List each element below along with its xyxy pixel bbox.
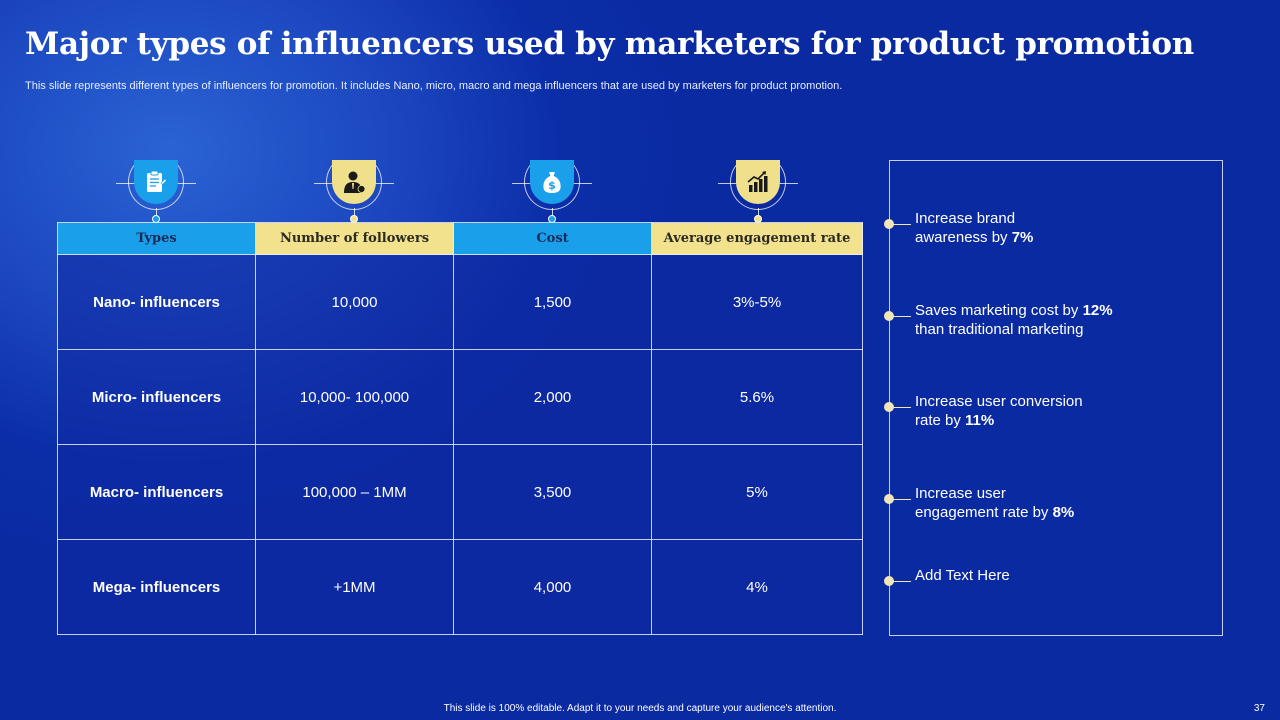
- engagement-icon-badge: [718, 154, 798, 226]
- cell-type: Micro- influencers: [57, 349, 256, 445]
- table-row: Mega- influencers +1MM 4,000 4%: [57, 539, 863, 635]
- cell-type: Macro- influencers: [57, 444, 256, 540]
- cell-type: Nano- influencers: [57, 254, 256, 350]
- influencer-types-table: Types Number of followers Cost Average e…: [57, 222, 863, 635]
- benefit-item: Increase brand awareness by 7%: [884, 210, 1214, 263]
- table-row: Micro- influencers 10,000- 100,000 2,000…: [57, 349, 863, 445]
- bullet-dot: [884, 494, 894, 504]
- bullet-dot: [884, 402, 894, 412]
- cost-icon-badge: $: [512, 154, 592, 226]
- header-types: Types: [57, 222, 256, 255]
- benefit-text: Increase brand awareness by 7%: [915, 210, 1034, 246]
- benefit-text: Add Text Here: [915, 567, 1010, 584]
- benefit-item: Saves marketing cost by 12% than traditi…: [884, 302, 1214, 355]
- cell-followers: 100,000 – 1MM: [255, 444, 454, 540]
- types-icon-badge: [116, 154, 196, 226]
- slide-title: Major types of influencers used by marke…: [25, 26, 1195, 62]
- cell-cost: 3,500: [453, 444, 652, 540]
- cell-cost: 1,500: [453, 254, 652, 350]
- bullet-dot: [884, 311, 894, 321]
- money-bag-icon: $: [543, 172, 561, 193]
- bullet-dot: [884, 576, 894, 586]
- header-followers: Number of followers: [255, 222, 454, 255]
- table-header-row: Types Number of followers Cost Average e…: [57, 222, 863, 255]
- businessman-icon: [344, 171, 366, 193]
- benefit-item: Increase user conversion rate by 11%: [884, 393, 1214, 446]
- slide-subtitle: This slide represents different types of…: [25, 80, 843, 92]
- followers-icon-badge: [314, 154, 394, 226]
- header-engagement: Average engagement rate: [651, 222, 863, 255]
- benefit-text: Increase user engagement rate by 8%: [915, 485, 1075, 521]
- page-number: 37: [1253, 703, 1265, 714]
- table-row: Macro- influencers 100,000 – 1MM 3,500 5…: [57, 444, 863, 540]
- header-cost: Cost: [453, 222, 652, 255]
- benefit-item: Increase user engagement rate by 8%: [884, 485, 1214, 538]
- cell-type: Mega- influencers: [57, 539, 256, 635]
- cell-followers: 10,000: [255, 254, 454, 350]
- table-row: Nano- influencers 10,000 1,500 3%-5%: [57, 254, 863, 350]
- cell-cost: 2,000: [453, 349, 652, 445]
- cell-followers: +1MM: [255, 539, 454, 635]
- slide-footer: This slide is 100% editable. Adapt it to…: [443, 703, 837, 714]
- svg-text:$: $: [548, 179, 556, 192]
- growth-chart-icon: [747, 171, 768, 192]
- clipboard-icon: [147, 170, 167, 192]
- benefit-item: Add Text Here: [884, 567, 1214, 620]
- cell-engagement: 5.6%: [651, 349, 863, 445]
- cell-engagement: 4%: [651, 539, 863, 635]
- benefits-panel: [889, 160, 1223, 636]
- cell-engagement: 3%-5%: [651, 254, 863, 350]
- cell-cost: 4,000: [453, 539, 652, 635]
- cell-followers: 10,000- 100,000: [255, 349, 454, 445]
- benefit-text: Increase user conversion rate by 11%: [915, 393, 1083, 429]
- cell-engagement: 5%: [651, 444, 863, 540]
- bullet-dot: [884, 219, 894, 229]
- benefit-text: Saves marketing cost by 12% than traditi…: [915, 302, 1113, 338]
